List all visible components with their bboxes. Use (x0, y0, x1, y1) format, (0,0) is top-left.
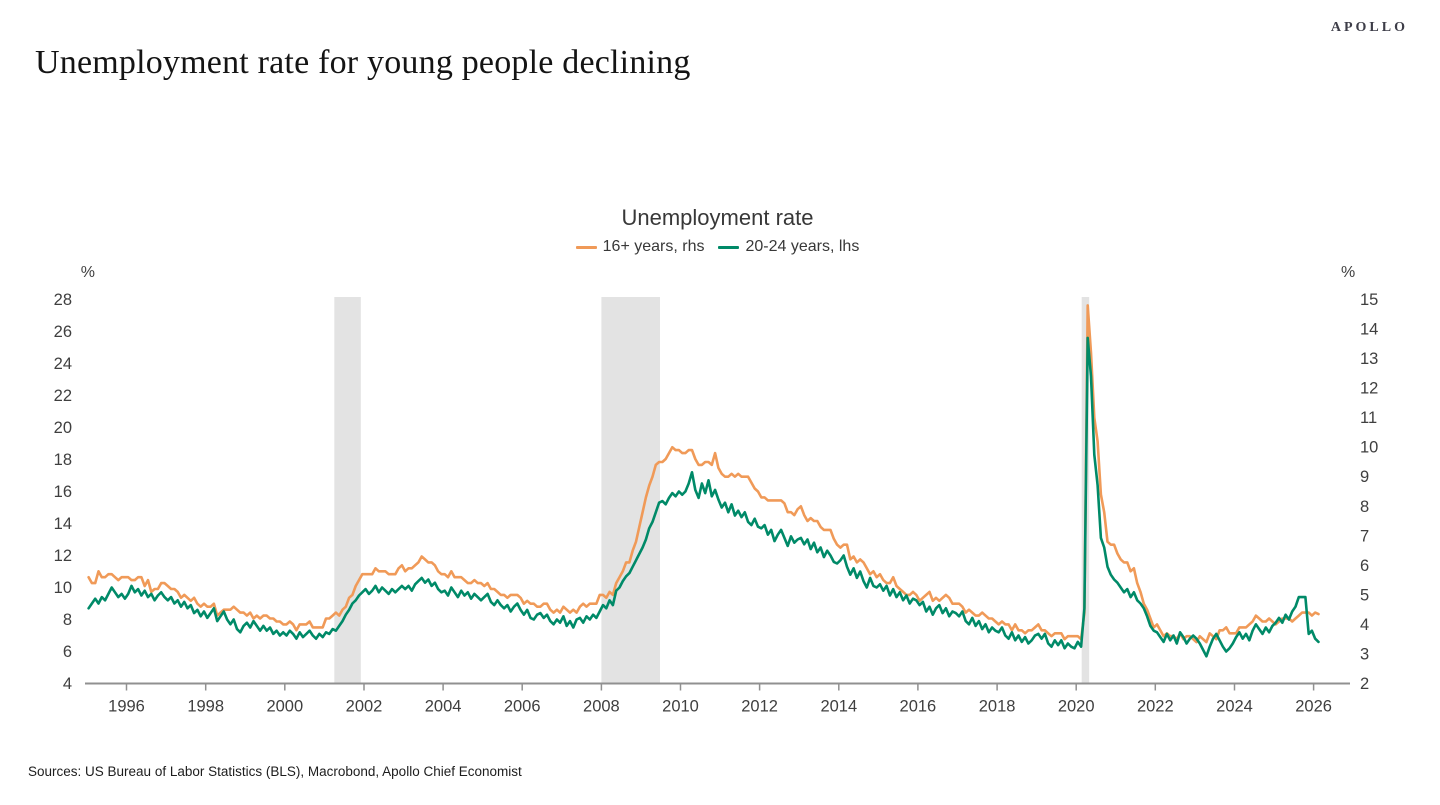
left-axis-label: 6 (63, 643, 72, 661)
chart-legend: 16+ years, rhs 20-24 years, lhs (85, 238, 1350, 256)
x-axis-label: 2012 (741, 698, 778, 716)
right-axis-label: 15 (1360, 291, 1378, 309)
right-axis-label: 6 (1360, 557, 1369, 575)
right-axis-label: 13 (1360, 350, 1378, 368)
apollo-logo: APOLLO (1330, 20, 1408, 35)
left-axis-label: 18 (54, 451, 72, 469)
left-axis-label: 4 (63, 675, 72, 693)
left-axis-label: 14 (54, 515, 72, 533)
x-axis-label: 2004 (425, 698, 462, 716)
series-line-16plus (87, 304, 1320, 644)
left-axis-label: 8 (63, 611, 72, 629)
right-axis-unit: % (1341, 264, 1355, 281)
x-axis-label: 2016 (900, 698, 937, 716)
right-axis-label: 3 (1360, 646, 1369, 664)
right-axis-label: 4 (1360, 616, 1369, 634)
left-axis-label: 20 (54, 419, 72, 437)
chart-header: Unemployment rate 16+ years, rhs 20-24 y… (85, 205, 1350, 256)
right-axis-label: 2 (1360, 675, 1369, 693)
x-axis-label: 2014 (820, 698, 857, 716)
x-axis-label: 1996 (108, 698, 145, 716)
left-axis-label: 16 (54, 483, 72, 501)
x-axis-label: 2008 (583, 698, 620, 716)
left-axis-label: 12 (54, 547, 72, 565)
x-axis-label: 2018 (979, 698, 1016, 716)
source-note: Sources: US Bureau of Labor Statistics (… (28, 764, 522, 779)
left-axis-label: 28 (54, 291, 72, 309)
legend-swatch-16plus (575, 245, 597, 249)
right-axis-label: 8 (1360, 498, 1369, 516)
right-axis-label: 7 (1360, 527, 1369, 545)
left-axis-label: 22 (54, 387, 72, 405)
right-axis-label: 12 (1360, 380, 1378, 398)
right-axis-label: 10 (1360, 439, 1378, 457)
legend-label-16plus: 16+ years, rhs (602, 238, 705, 255)
x-axis-label: 2010 (662, 698, 699, 716)
x-axis-label: 2000 (266, 698, 303, 716)
x-axis-label: 2006 (504, 698, 541, 716)
right-axis-label: 14 (1360, 321, 1378, 339)
x-axis-label: 2026 (1295, 698, 1332, 716)
x-axis-label: 2022 (1137, 698, 1174, 716)
x-axis-label: 1998 (187, 698, 224, 716)
legend-label-20-24: 20-24 years, lhs (745, 238, 860, 255)
legend-item-20-24: 20-24 years, lhs (718, 238, 859, 256)
left-axis-label: 10 (54, 579, 72, 597)
left-axis-label: 26 (54, 323, 72, 341)
x-axis-label: 2020 (1058, 698, 1095, 716)
chart-title: Unemployment rate (621, 205, 814, 230)
right-axis-label: 5 (1360, 586, 1369, 604)
right-axis-label: 9 (1360, 468, 1369, 486)
legend-swatch-20-24 (718, 245, 740, 249)
series-line-20-24 (87, 336, 1320, 658)
x-axis-label: 2002 (346, 698, 383, 716)
recession-band (334, 297, 361, 684)
right-axis-label: 11 (1360, 409, 1377, 427)
left-axis-label: 24 (54, 355, 72, 373)
left-axis-unit: % (81, 264, 95, 281)
page-title: Unemployment rate for young people decli… (35, 44, 691, 81)
x-axis-label: 2024 (1216, 698, 1253, 716)
recession-band (601, 297, 660, 684)
legend-item-16plus: 16+ years, rhs (575, 238, 705, 256)
